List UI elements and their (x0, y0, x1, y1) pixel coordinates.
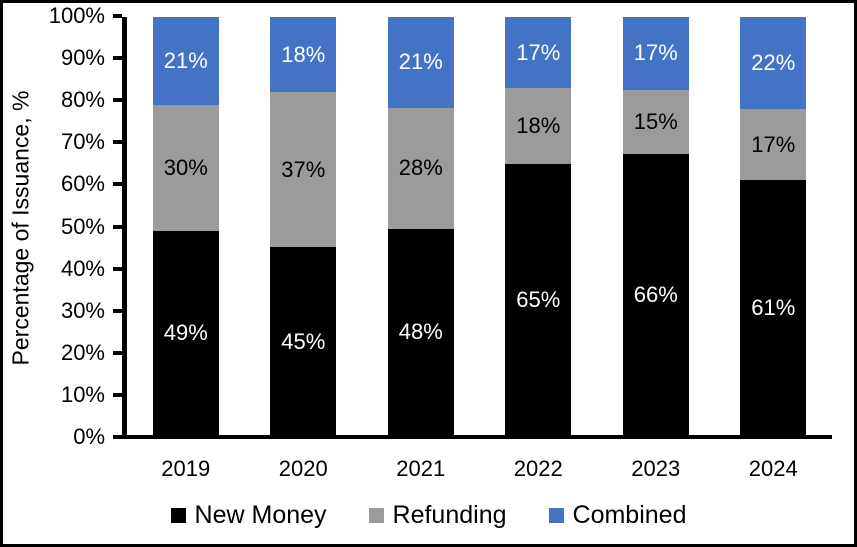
bar-segment-value-label: 48% (398, 319, 443, 345)
x-axis-label-2020: 2020 (278, 456, 328, 481)
bar-segment-refunding-2021: 28% (387, 107, 454, 229)
bar-2020: 45% 37% 18% (270, 17, 337, 436)
bar-segment-value-label: 66% (633, 281, 678, 307)
y-tick-label-90-: 90% (60, 45, 105, 71)
legend-label-refunding: Refunding (392, 501, 507, 529)
legend-item-combined: Combined (548, 501, 687, 530)
bar-segment-refunding-2020: 37% (270, 92, 337, 248)
y-tick-10- (113, 392, 122, 397)
bar-segment-value-label: 37% (281, 156, 326, 182)
bar-segment-value-label: 45% (281, 328, 326, 354)
y-tick-label-30-: 30% (60, 297, 105, 323)
bar-segment-new-money-2021: 48% (387, 228, 454, 436)
y-tick-label-20-: 20% (60, 339, 105, 365)
y-tick-label-40-: 40% (60, 255, 105, 281)
bar-segment-value-label: 65% (516, 286, 561, 312)
x-axis-label-2024: 2024 (748, 456, 798, 481)
bar-segment-refunding-2024: 17% (740, 109, 807, 181)
y-tick-label-70-: 70% (60, 129, 105, 155)
y-tick-0- (113, 435, 122, 439)
y-tick-40- (113, 266, 122, 271)
bar-segment-value-label: 28% (398, 155, 443, 181)
bar-segment-combined-2022: 17% (505, 17, 572, 89)
bar-2024: 61% 17% 22% (740, 17, 807, 436)
bar-segment-refunding-2023: 15% (622, 89, 689, 154)
bar-segment-value-label: 22% (751, 50, 796, 76)
y-tick-label-80-: 80% (60, 87, 105, 113)
y-tick-80- (113, 98, 122, 103)
y-tick-label-10-: 10% (60, 381, 105, 407)
bar-segment-new-money-2019: 49% (152, 230, 219, 436)
y-tick-100- (113, 14, 122, 18)
x-axis-label-2022: 2022 (513, 456, 563, 481)
bar-segment-value-label: 17% (633, 40, 678, 66)
legend-item-refunding: Refunding (368, 501, 507, 530)
bar-segment-combined-2023: 17% (622, 17, 689, 90)
bar-2021: 48% 28% 21% (387, 17, 454, 436)
y-tick-70- (113, 140, 122, 145)
y-tick-label-0-: 0% (73, 424, 105, 449)
legend-item-new-money: New Money (170, 501, 327, 530)
y-tick-label-100-: 100% (48, 3, 105, 28)
bar-segment-value-label: 15% (633, 108, 678, 134)
bar-2022: 65% 18% 17% (505, 17, 572, 436)
bar-segment-new-money-2023: 66% (622, 153, 689, 436)
y-tick-20- (113, 350, 122, 355)
bar-segment-value-label: 30% (163, 154, 208, 180)
bar-segment-value-label: 18% (281, 41, 326, 67)
bar-segment-new-money-2020: 45% (270, 247, 337, 436)
bar-segment-refunding-2022: 18% (505, 88, 572, 164)
bar-2023: 66% 15% 17% (622, 17, 689, 436)
y-tick-50- (113, 224, 122, 229)
bar-segment-combined-2021: 21% (387, 17, 454, 108)
legend: New Money Refunding Combined (0, 501, 857, 530)
bar-segment-value-label: 17% (516, 39, 561, 65)
x-axis-label-2023: 2023 (631, 456, 681, 481)
legend-label-new-money: New Money (194, 501, 327, 529)
y-tick-90- (113, 56, 122, 61)
y-axis-line (122, 17, 127, 439)
bar-segment-value-label: 17% (751, 131, 796, 157)
legend-swatch-new-money (170, 508, 186, 523)
y-tick-60- (113, 182, 122, 187)
x-axis-label-2021: 2021 (396, 456, 446, 481)
bar-segment-combined-2020: 18% (270, 17, 337, 93)
y-tick-label-60-: 60% (60, 171, 105, 197)
y-tick-label-50-: 50% (60, 213, 105, 239)
bar-segment-value-label: 18% (516, 112, 561, 138)
bar-segment-new-money-2022: 65% (505, 163, 572, 436)
bar-segment-value-label: 21% (163, 48, 208, 74)
legend-swatch-combined (548, 508, 564, 523)
y-axis-title: Percentage of Issuance, % (7, 90, 34, 366)
bar-segment-combined-2019: 21% (152, 17, 219, 106)
bar-segment-value-label: 21% (398, 49, 443, 75)
bar-segment-refunding-2019: 30% (152, 105, 219, 231)
bar-2019: 49% 30% 21% (152, 17, 219, 436)
x-axis-label-2019: 2019 (161, 456, 211, 481)
y-tick-30- (113, 308, 122, 313)
legend-label-combined: Combined (572, 501, 687, 529)
bar-segment-value-label: 61% (751, 295, 796, 321)
bar-segment-new-money-2024: 61% (740, 180, 807, 436)
legend-swatch-refunding (368, 508, 384, 523)
bar-segment-combined-2024: 22% (740, 17, 807, 110)
bar-segment-value-label: 49% (163, 320, 208, 346)
x-axis-line (122, 435, 832, 439)
